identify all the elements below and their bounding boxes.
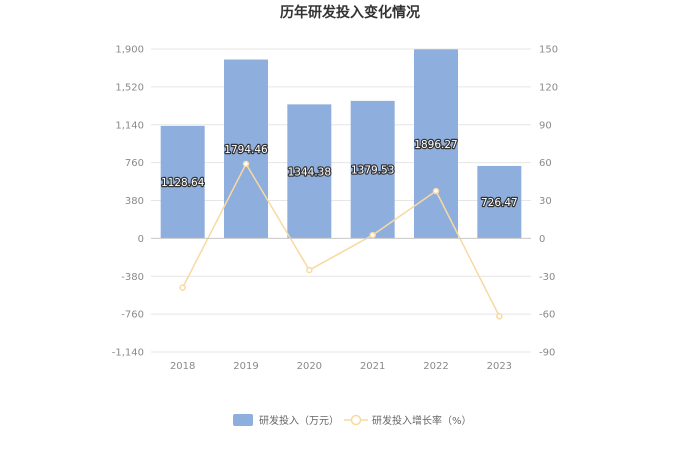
bar bbox=[350, 100, 395, 239]
x-tick-label: 2018 bbox=[170, 361, 195, 372]
y-right-tick-label: 0 bbox=[539, 234, 545, 245]
bar bbox=[477, 165, 522, 239]
chart-title: 历年研发投入变化情况 bbox=[280, 4, 420, 21]
axis-layer: 1,900 1,520 1,140 760 380 0 -380 -760 -1,140 150 1… bbox=[112, 45, 558, 373]
y-left-tick-label: -380 bbox=[121, 272, 144, 283]
growth-rate-point bbox=[496, 313, 503, 320]
growth-rate-point bbox=[432, 187, 440, 195]
bar-value-label: 1794.46 bbox=[224, 144, 268, 156]
y-left-tick-label: 0 bbox=[138, 234, 144, 245]
y-right-tick-label: 120 bbox=[539, 82, 558, 93]
labels-layer: 1128.64 1794.46 1344.38 1379.53 1896.27 726.4… bbox=[160, 138, 519, 211]
y-left-tick-label: 1,900 bbox=[115, 45, 144, 56]
y-left-tick-label: 1,140 bbox=[115, 120, 144, 131]
bar bbox=[414, 49, 458, 239]
growth-rate-point bbox=[242, 160, 250, 168]
growth-rate-point bbox=[306, 266, 313, 274]
legend-layer[interactable]: 研发投入（万元） 研发投入增长率（%） bbox=[233, 414, 472, 427]
bar-value-label: 1379.53 bbox=[351, 165, 394, 177]
bar-value-label: 1128.64 bbox=[161, 177, 205, 189]
line-layer bbox=[179, 160, 503, 320]
y-right-tick-label: 150 bbox=[539, 45, 558, 56]
legend-label-bar: 研发投入（万元） bbox=[259, 414, 339, 427]
bar bbox=[287, 104, 332, 239]
x-tick-label: 2023 bbox=[487, 361, 512, 372]
y-right-tick-label: -90 bbox=[539, 348, 555, 359]
y-left-tick-label: 1,520 bbox=[115, 82, 144, 93]
growth-rate-line bbox=[181, 162, 501, 317]
bar bbox=[160, 125, 205, 239]
y-left-tick-label: 380 bbox=[125, 196, 144, 207]
x-tick-label: 2020 bbox=[297, 361, 322, 372]
y-left-tick-label: -760 bbox=[121, 310, 144, 321]
growth-rate-point bbox=[179, 284, 186, 291]
growth-rate-point bbox=[369, 231, 376, 239]
bar-value-label: 1344.38 bbox=[288, 166, 331, 178]
bars-layer bbox=[160, 49, 522, 239]
y-right-tick-label: 90 bbox=[539, 120, 552, 131]
x-tick-label: 2022 bbox=[423, 361, 448, 372]
bar-value-label: 726.47 bbox=[481, 197, 518, 209]
y-right-tick-label: 30 bbox=[539, 196, 552, 207]
legend-swatch-line-marker bbox=[350, 414, 362, 426]
y-left-tick-label: -1,140 bbox=[112, 348, 144, 359]
y-right-tick-label: -30 bbox=[539, 272, 555, 283]
y-left-tick-label: 760 bbox=[125, 158, 144, 169]
bar-value-label: 1896.27 bbox=[414, 139, 457, 151]
legend-swatch-bar bbox=[233, 414, 253, 426]
x-tick-label: 2019 bbox=[233, 361, 258, 372]
legend-label-line: 研发投入增长率（%） bbox=[372, 414, 472, 427]
grid-layer bbox=[151, 48, 531, 353]
x-tick-label: 2021 bbox=[360, 361, 385, 372]
y-right-tick-label: -60 bbox=[539, 310, 555, 321]
y-right-tick-label: 60 bbox=[539, 158, 552, 169]
bar bbox=[224, 59, 268, 239]
